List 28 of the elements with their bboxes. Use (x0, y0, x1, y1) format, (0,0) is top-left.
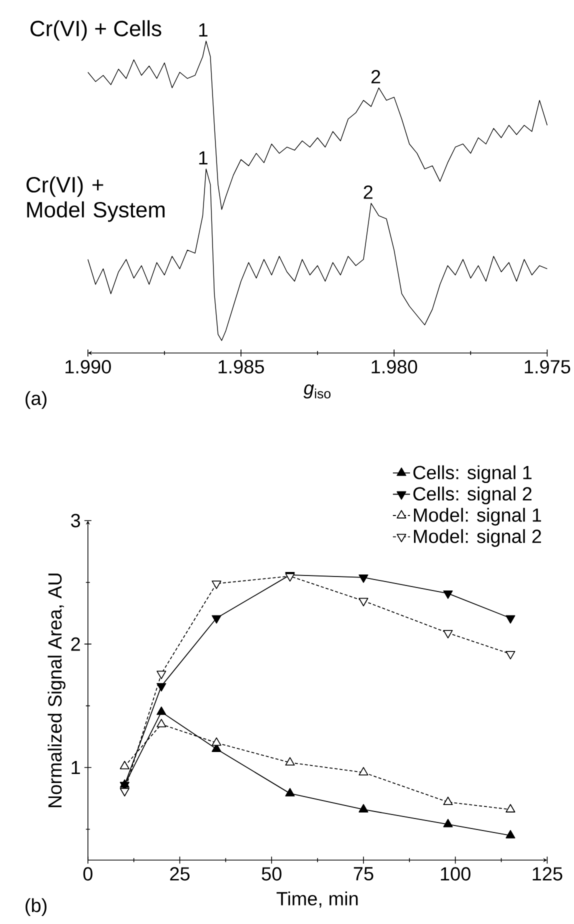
x-tick-label: 1.975 (524, 360, 570, 374)
text: (a) (26, 391, 46, 409)
x-tick-label: 50 (262, 867, 282, 881)
legend-label: Cells: signal 2 (413, 486, 532, 504)
annotation: 2 (371, 70, 380, 84)
x-tick-label: 75 (354, 867, 374, 880)
x-tick-label: 1.980 (372, 360, 418, 374)
legend-label: Model: signal 2 (414, 529, 542, 547)
y-tick-label: 1 (72, 760, 80, 774)
annotation: 2 (364, 185, 372, 199)
x-tick-label: 0 (83, 867, 92, 881)
legend-label: Model: signal 1 (414, 508, 542, 526)
x-axis-title: Time, min (276, 891, 358, 908)
series-label: Cr(VI) + Cells (30, 20, 162, 41)
text: (b) (26, 898, 46, 916)
x-axis-title: g$_{iso}$ (304, 384, 331, 399)
x-tick-label: 125 (532, 867, 562, 881)
series-label: Cr(VI) + Model System (26, 176, 165, 222)
x-tick-label: 100 (440, 867, 470, 881)
y-axis-title: Normalized Signal Area, AU (48, 574, 66, 808)
x-tick-label: 1.990 (66, 360, 111, 374)
legend-label: Cells: signal 1 (413, 465, 532, 484)
y-tick-label: 3 (71, 514, 80, 528)
annotation: 1 (199, 23, 208, 36)
x-tick-label: 1.985 (218, 360, 264, 374)
y-tick-label: 2 (71, 637, 80, 651)
annotation: 1 (199, 151, 208, 164)
x-tick-label: 25 (170, 867, 190, 881)
